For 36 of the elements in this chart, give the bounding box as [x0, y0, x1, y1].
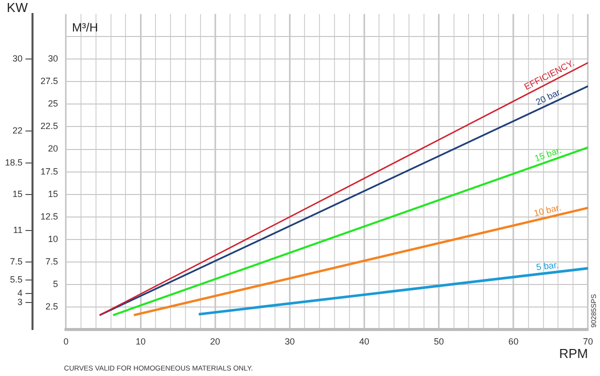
y-tick-label: 22.5 — [40, 121, 58, 132]
y2-tick-label: 11 — [13, 224, 23, 235]
x-tick-label: 40 — [359, 336, 370, 347]
text: 20 bar. — [534, 86, 564, 108]
x-tick-label: 70 — [582, 336, 594, 347]
y2-tick-label: 15 — [12, 188, 23, 199]
y-tick-label: 25 — [48, 98, 58, 109]
x-tick-label: 30 — [284, 336, 295, 347]
y-tick-label: 30 — [48, 54, 58, 64]
y-tick-label: 10 — [48, 234, 58, 244]
y-tick-label: 27.5 — [40, 76, 58, 86]
y-tick-label: 17.5 — [40, 166, 58, 176]
text: 10 bar. — [532, 202, 562, 218]
y2-tick-label: 3 — [18, 297, 23, 308]
x-tick-label: 20 — [210, 336, 220, 347]
text: 15 bar. — [533, 144, 563, 164]
y-tick-label: 2.5 — [46, 302, 58, 312]
x-tick-label: 10 — [136, 336, 146, 347]
y2-tick-label: 5.5 — [10, 274, 23, 284]
y-axis-title: M³/H — [72, 20, 98, 34]
y2-tick-label: 18.5 — [4, 157, 23, 168]
y2-tick-label: 30 — [12, 54, 23, 64]
y2-axis-title: KW — [6, 0, 28, 16]
y2-tick-label: 4 — [18, 288, 23, 298]
y-tick-label: 7.5 — [46, 256, 58, 266]
x-tick-label: 0 — [64, 336, 69, 347]
x-axis-title: RPM — [559, 346, 588, 361]
y2-tick-label: 22 — [12, 126, 23, 136]
y-tick-label: 15 — [48, 188, 58, 199]
text: 5 bar. — [536, 260, 560, 272]
x-tick-label: 50 — [434, 336, 444, 347]
x-tick-label: 60 — [508, 336, 518, 347]
y-tick-label: 12.5 — [40, 211, 58, 222]
y2-tick-label: 7.5 — [10, 256, 23, 266]
y-tick-label: 5 — [53, 279, 58, 289]
y-tick-label: 20 — [48, 144, 58, 154]
